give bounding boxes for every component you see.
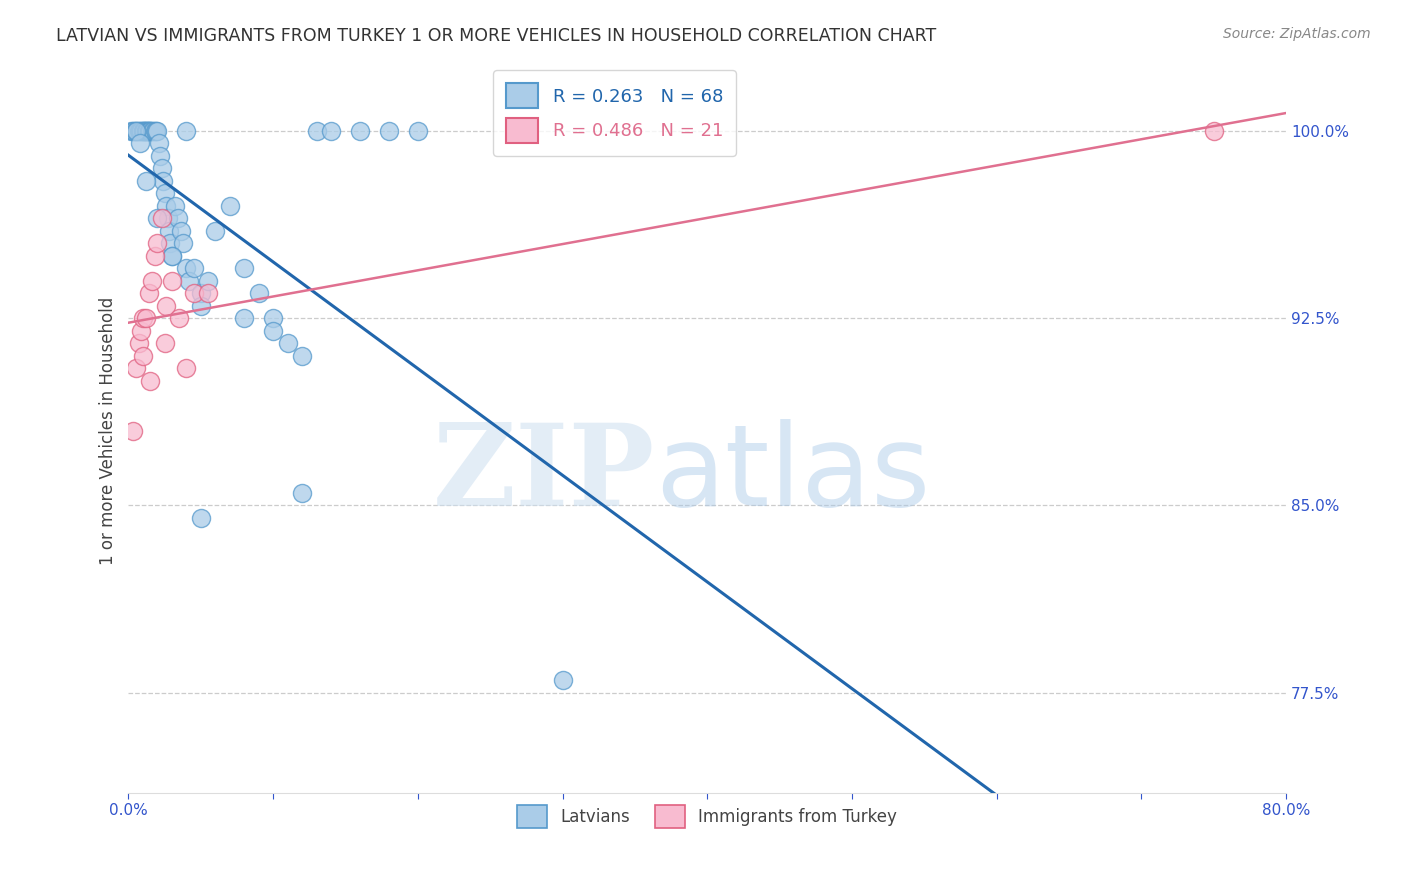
Point <box>197 274 219 288</box>
Point <box>349 124 371 138</box>
Point <box>1202 124 1225 138</box>
Point <box>156 211 179 226</box>
Point <box>291 486 314 500</box>
Point <box>132 311 155 326</box>
Point <box>233 311 256 326</box>
Point <box>305 124 328 138</box>
Point <box>132 124 155 138</box>
Point <box>139 124 162 138</box>
Point <box>125 124 148 138</box>
Point <box>136 124 159 138</box>
Point <box>134 124 156 138</box>
Point <box>167 311 190 326</box>
Point <box>159 236 181 251</box>
Point <box>143 249 166 263</box>
Point <box>176 124 198 138</box>
Point <box>176 261 198 276</box>
Point <box>157 224 180 238</box>
Point <box>138 124 160 138</box>
Point <box>136 124 159 138</box>
Point <box>183 286 205 301</box>
Point <box>218 199 240 213</box>
Point <box>121 124 143 138</box>
Point <box>163 199 186 213</box>
Point <box>132 349 155 363</box>
Point <box>122 124 145 138</box>
Point <box>406 124 429 138</box>
Point <box>125 124 148 138</box>
Point <box>129 124 152 138</box>
Point <box>153 336 176 351</box>
Point <box>129 136 152 151</box>
Point <box>150 211 173 226</box>
Point <box>262 311 284 326</box>
Point <box>134 124 156 138</box>
Point <box>141 124 163 138</box>
Point <box>160 274 183 288</box>
Point <box>155 299 177 313</box>
Point <box>128 336 150 351</box>
Point <box>152 174 174 188</box>
Text: LATVIAN VS IMMIGRANTS FROM TURKEY 1 OR MORE VEHICLES IN HOUSEHOLD CORRELATION CH: LATVIAN VS IMMIGRANTS FROM TURKEY 1 OR M… <box>56 27 936 45</box>
Text: atlas: atlas <box>655 418 931 530</box>
Point <box>127 124 149 138</box>
Point <box>132 124 155 138</box>
Point <box>277 336 299 351</box>
Legend: Latvians, Immigrants from Turkey: Latvians, Immigrants from Turkey <box>510 798 904 835</box>
Point <box>135 124 157 138</box>
Point <box>197 286 219 301</box>
Y-axis label: 1 or more Vehicles in Household: 1 or more Vehicles in Household <box>100 296 117 565</box>
Text: ZIP: ZIP <box>433 418 655 530</box>
Point <box>145 124 167 138</box>
Point <box>262 324 284 338</box>
Point <box>233 261 256 276</box>
Point <box>169 224 191 238</box>
Point <box>143 124 166 138</box>
Point <box>135 124 157 138</box>
Point <box>121 424 143 438</box>
Point <box>135 311 157 326</box>
Point <box>319 124 342 138</box>
Point <box>148 136 170 151</box>
Point <box>183 261 205 276</box>
Point <box>120 124 142 138</box>
Point <box>190 286 212 301</box>
Point <box>551 673 574 688</box>
Point <box>146 124 169 138</box>
Point <box>176 361 198 376</box>
Point <box>291 349 314 363</box>
Point <box>155 199 177 213</box>
Point <box>142 124 165 138</box>
Point <box>378 124 401 138</box>
Text: Source: ZipAtlas.com: Source: ZipAtlas.com <box>1223 27 1371 41</box>
Point <box>153 186 176 201</box>
Point <box>149 149 172 163</box>
Point <box>190 511 212 525</box>
Point <box>247 286 270 301</box>
Point <box>128 124 150 138</box>
Point <box>160 249 183 263</box>
Point <box>139 124 162 138</box>
Point <box>131 324 153 338</box>
Point <box>138 124 160 138</box>
Point <box>131 124 153 138</box>
Point <box>179 274 201 288</box>
Point <box>138 286 160 301</box>
Point <box>150 161 173 176</box>
Point <box>146 211 169 226</box>
Point <box>160 249 183 263</box>
Point <box>172 236 194 251</box>
Point <box>204 224 226 238</box>
Point <box>125 361 148 376</box>
Point <box>190 299 212 313</box>
Point <box>139 374 162 388</box>
Point <box>141 274 163 288</box>
Point <box>135 174 157 188</box>
Point <box>146 236 169 251</box>
Point <box>166 211 188 226</box>
